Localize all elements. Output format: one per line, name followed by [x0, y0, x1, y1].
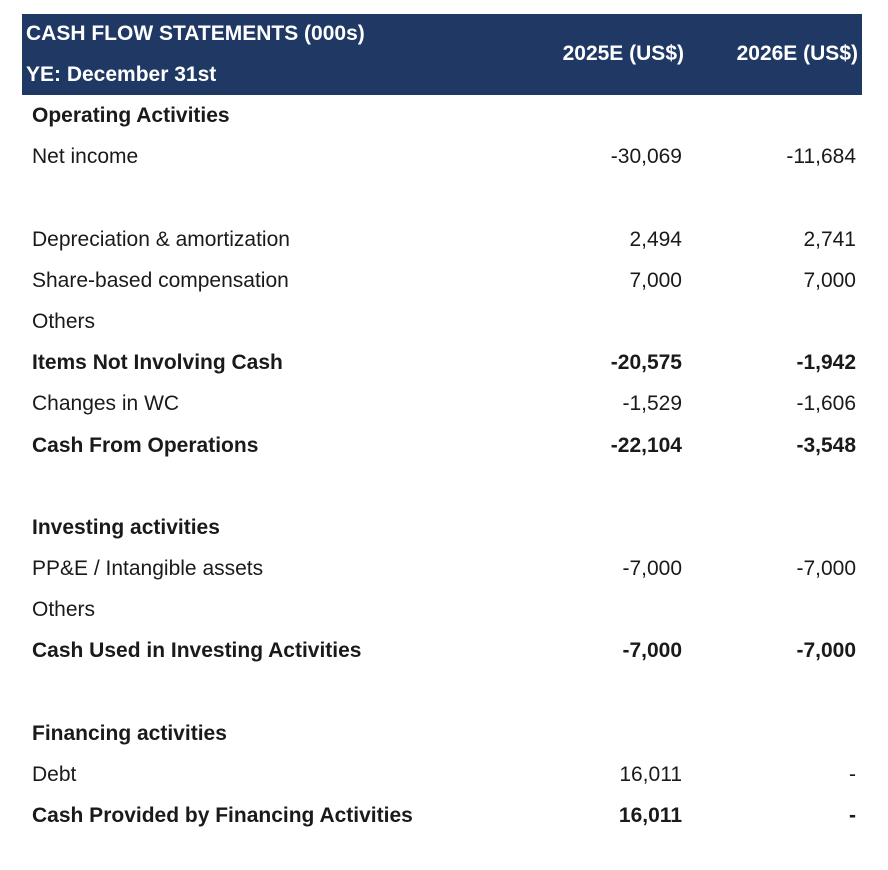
row-label: Items Not Involving Cash: [32, 351, 283, 375]
row-label: Investing activities: [32, 515, 220, 539]
value-2025: 16,011: [618, 804, 682, 828]
table-row: Changes in WC -1,529 -1,606: [22, 384, 862, 425]
spacer-row: [22, 673, 862, 714]
row-label: Financing activities: [32, 721, 227, 745]
value-2025: -7,000: [622, 639, 682, 663]
value-2025: -22,104: [610, 433, 682, 457]
table-row: Others: [22, 302, 862, 343]
value-2026: -7,000: [796, 557, 856, 581]
table-row: Items Not Involving Cash -20,575 -1,942: [22, 343, 862, 384]
row-label: Debt: [32, 763, 77, 786]
row-label: Share-based compensation: [32, 268, 289, 292]
table-row: Debt 16,011 -: [22, 755, 862, 796]
row-label: Others: [32, 309, 96, 333]
table-row: Cash Provided by Financing Activities 16,…: [22, 796, 862, 837]
table-row: Net income -30,069 -11,684: [22, 137, 862, 178]
value-2026: -: [849, 804, 856, 828]
value-2026: -7,000: [796, 639, 856, 663]
fiscal-year-end: YE: December 31st: [26, 63, 217, 86]
spacer-row: [22, 178, 862, 219]
value-2025: 16,011: [619, 763, 682, 786]
spacer-row: [22, 467, 862, 508]
value-2026: 2,741: [803, 227, 856, 251]
value-2026: -11,684: [786, 145, 856, 169]
row-label: Cash Provided by Financing Activities: [32, 804, 413, 828]
row-label: Depreciation & amortization: [32, 227, 290, 251]
value-2026: 7,000: [803, 268, 856, 292]
value-2025: -1,529: [622, 392, 682, 416]
value-2025: 2,494: [629, 227, 682, 251]
table-body: Operating Activities Net income -30,069 -11…: [22, 96, 862, 837]
column-header-2025: 2025E (US$): [562, 42, 684, 65]
row-label: Cash From Operations: [32, 433, 259, 457]
statement-title: CASH FLOW STATEMENTS (000s): [26, 22, 365, 45]
value-2025: 7,000: [629, 268, 682, 292]
row-label: Changes in WC: [32, 392, 180, 416]
table-row: Depreciation & amortization 2,494 2,741: [22, 220, 862, 261]
table-row: Share-based compensation 7,000 7,000: [22, 261, 862, 302]
row-label: Operating Activities: [32, 104, 230, 127]
value-2026: -1,606: [796, 392, 856, 416]
value-2025: -20,575: [610, 351, 682, 375]
row-label: Net income: [32, 145, 139, 169]
table-row: Cash Used in Investing Activities -7,000 -…: [22, 631, 862, 672]
table-row: Financing activities: [22, 714, 862, 755]
value-2025: -30,069: [610, 145, 682, 169]
cash-flow-table: CASH FLOW STATEMENTS (000s) YE: December…: [22, 14, 862, 837]
value-2026: -1,942: [796, 351, 856, 375]
table-row: Others: [22, 590, 862, 631]
column-header-2026: 2026E (US$): [736, 42, 858, 65]
row-label: Cash Used in Investing Activities: [32, 639, 362, 663]
row-label: Others: [32, 598, 96, 622]
value-2026: -: [849, 763, 856, 786]
table-header: CASH FLOW STATEMENTS (000s) YE: December…: [22, 14, 862, 95]
table-row: Operating Activities: [22, 96, 862, 137]
table-row: Cash From Operations -22,104 -3,548: [22, 426, 862, 467]
value-2026: -3,548: [796, 433, 856, 457]
row-label: PP&E / Intangible assets: [32, 557, 264, 581]
table-row: PP&E / Intangible assets -7,000 -7,000: [22, 549, 862, 590]
value-2025: -7,000: [622, 557, 682, 581]
table-row: Investing activities: [22, 508, 862, 549]
